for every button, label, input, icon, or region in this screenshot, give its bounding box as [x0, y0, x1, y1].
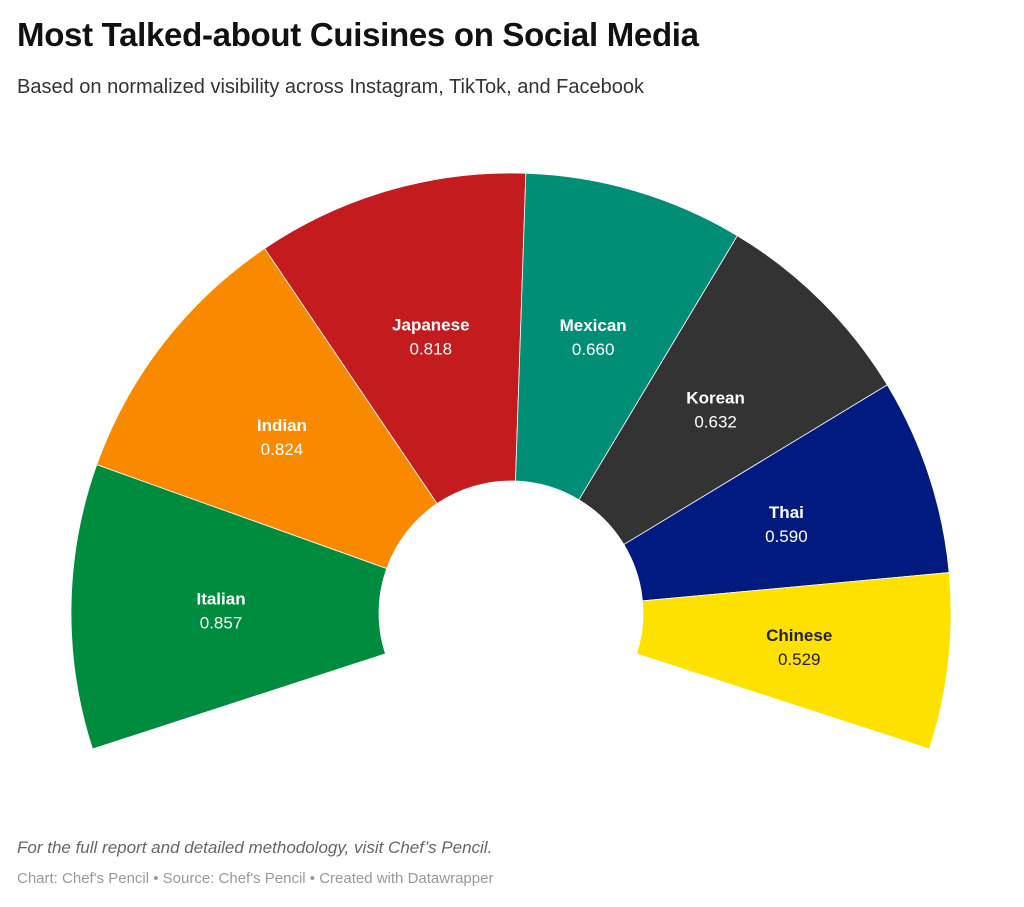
slice-label: Korean [686, 388, 745, 407]
slice-thai [623, 384, 950, 602]
slice-value: 0.529 [778, 650, 821, 669]
slice-value: 0.818 [410, 339, 453, 358]
slice-label: Indian [257, 416, 307, 435]
slice-label: Japanese [392, 315, 470, 334]
chart-title: Most Talked-about Cuisines on Social Med… [17, 16, 699, 53]
slice-chinese [636, 572, 952, 750]
slice-mexican [515, 172, 738, 501]
slice-label: Thai [769, 503, 804, 522]
slice-indian [96, 247, 438, 570]
slice-korean [578, 235, 888, 546]
slice-label: Chinese [766, 626, 832, 645]
footer-note: For the full report and detailed methodo… [17, 838, 493, 857]
slice-label: Italian [196, 590, 245, 609]
slice-italian [70, 464, 388, 750]
slice-value: 0.632 [694, 412, 737, 431]
slice-label: Mexican [560, 316, 627, 335]
footer-credit: Chart: Chef's Pencil • Source: Chef's Pe… [17, 870, 494, 887]
slice-value: 0.857 [200, 614, 243, 633]
slice-value: 0.590 [765, 527, 808, 546]
chart-subtitle: Based on normalized visibility across In… [17, 76, 644, 98]
slice-value: 0.660 [572, 340, 615, 359]
slice-japanese [264, 172, 527, 505]
slice-value: 0.824 [261, 440, 304, 459]
